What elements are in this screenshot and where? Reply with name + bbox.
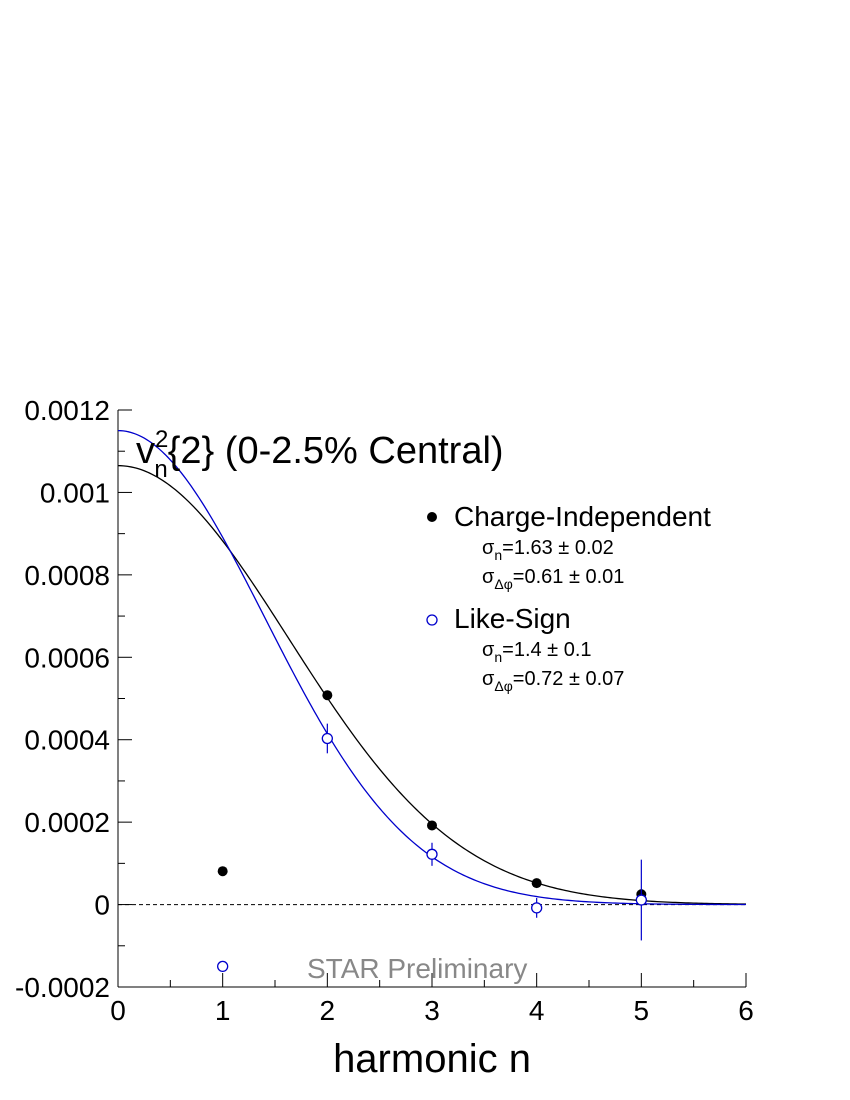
data-point-charge-independent: [217, 866, 228, 877]
y-tick-label: 0.0006: [24, 642, 110, 673]
legend-marker-charge-independent: [427, 512, 437, 522]
legend-label-like-sign: Like-Sign: [454, 603, 571, 634]
y-tick-label: -0.0002: [15, 972, 110, 1003]
legend-param-like-sign-sigma-n: σn=1.4 ± 0.1: [482, 639, 592, 665]
y-tick-label: 0.001: [40, 477, 110, 508]
data-point-like-sign: [426, 848, 438, 860]
data-point-charge-independent: [531, 878, 542, 889]
star-preliminary-watermark: STAR Preliminary: [307, 953, 527, 984]
x-tick-label: 1: [215, 995, 231, 1026]
y-tick-label: 0: [94, 890, 110, 921]
y-tick-label: 0.0004: [24, 725, 110, 756]
y-tick-label: 0.0008: [24, 560, 110, 591]
data-point-like-sign: [635, 894, 647, 906]
axes: -0.000200.00020.00040.00060.00080.0010.0…: [15, 395, 754, 1026]
y-tick-label: 0.0002: [24, 807, 110, 838]
data-point-charge-independent: [427, 820, 437, 831]
x-axis-title: harmonic n: [333, 1037, 531, 1081]
x-tick-label: 6: [738, 995, 754, 1026]
x-tick-label: 3: [424, 995, 440, 1026]
data-point-like-sign: [531, 902, 543, 914]
data-points: [217, 690, 647, 973]
data-point-like-sign: [321, 732, 333, 745]
x-tick-label: 5: [634, 995, 650, 1026]
y-tick-label: 0.0012: [24, 395, 110, 426]
legend-label-charge-independent: Charge-Independent: [454, 501, 711, 532]
legend-param-charge-independent-sigma-dphi: σΔφ=0.61 ± 0.01: [482, 566, 624, 592]
legend-param-charge-independent-sigma-n: σn=1.63 ± 0.02: [482, 537, 614, 563]
chart-title: v2 n{2} (0-2.5% Central): [136, 426, 504, 483]
data-point-like-sign: [217, 960, 229, 973]
data-point-charge-independent: [322, 690, 333, 701]
x-tick-label: 0: [110, 995, 126, 1026]
legend-marker-like-sign: [426, 614, 438, 626]
x-tick-label: 2: [320, 995, 336, 1026]
x-tick-label: 4: [529, 995, 545, 1026]
legend: Charge-Independent σn=1.63 ± 0.02 σΔφ=0.…: [426, 501, 711, 694]
legend-param-like-sign-sigma-dphi: σΔφ=0.72 ± 0.07: [482, 668, 624, 694]
